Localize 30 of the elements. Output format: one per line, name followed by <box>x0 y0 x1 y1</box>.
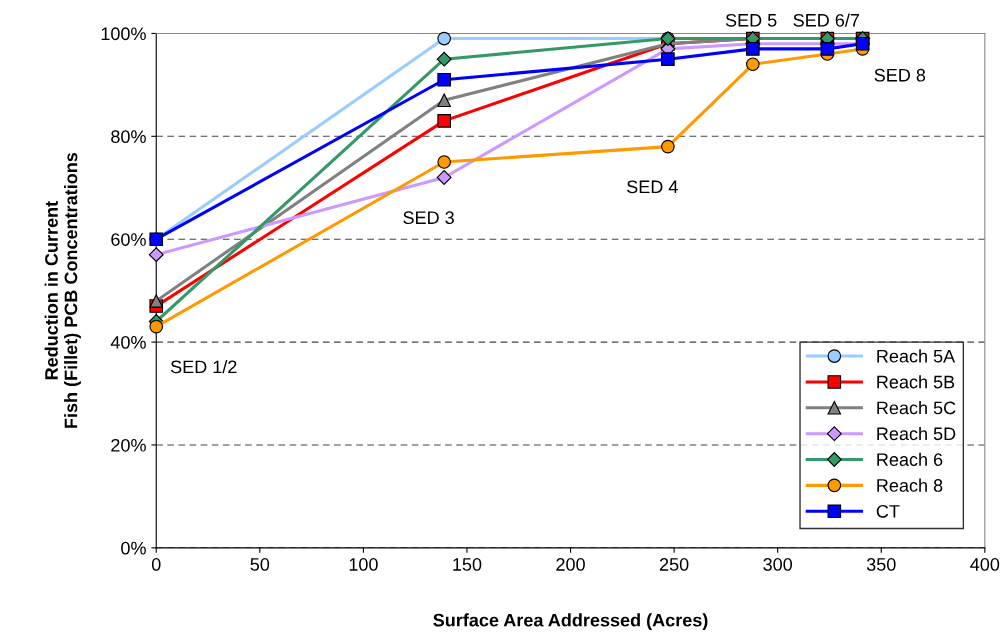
x-tick-label: 350 <box>866 558 896 571</box>
x-axis-title: Surface Area Addressed (Acres) <box>433 613 708 631</box>
x-tick-label: 250 <box>659 558 689 571</box>
legend-label: CT <box>876 504 900 518</box>
y-tick-label: 20% <box>111 438 146 452</box>
annotation: SED 1/2 <box>170 359 237 374</box>
y-tick-label: 80% <box>111 130 146 144</box>
legend-label: Reach 5C <box>877 401 956 415</box>
legend-label: Reach 5A <box>877 349 956 363</box>
x-tick-label: 200 <box>556 558 585 571</box>
x-tick-label: 50 <box>250 558 270 571</box>
x-tick-label: 100 <box>349 558 378 571</box>
y-tick-label: 100% <box>101 27 146 41</box>
legend-label: Reach 8 <box>877 478 943 492</box>
annotation: SED 8 <box>874 68 926 82</box>
y-tick-label: 40% <box>110 336 146 349</box>
x-tick-label: 400 <box>970 558 1000 571</box>
legend-label: Reach 5B <box>877 375 955 389</box>
annotation: SED 3 <box>403 211 454 225</box>
annotation: SED 6/7 <box>793 13 859 27</box>
x-tick-label: 150 <box>453 558 482 571</box>
x-tick-label: 0 <box>151 558 161 571</box>
annotation: SED 5 <box>725 13 777 27</box>
y-axis-title: Reduction in Current Fish (Fillet) PCB Concentrations <box>44 152 81 428</box>
y-tick-label: 0% <box>121 541 146 555</box>
legend-label: Reach 6 <box>877 452 943 467</box>
annotation: SED 4 <box>627 180 678 194</box>
y-tick-label: 60% <box>111 233 146 246</box>
x-tick-label: 300 <box>763 558 793 571</box>
legend-label: Reach 5D <box>877 426 956 441</box>
